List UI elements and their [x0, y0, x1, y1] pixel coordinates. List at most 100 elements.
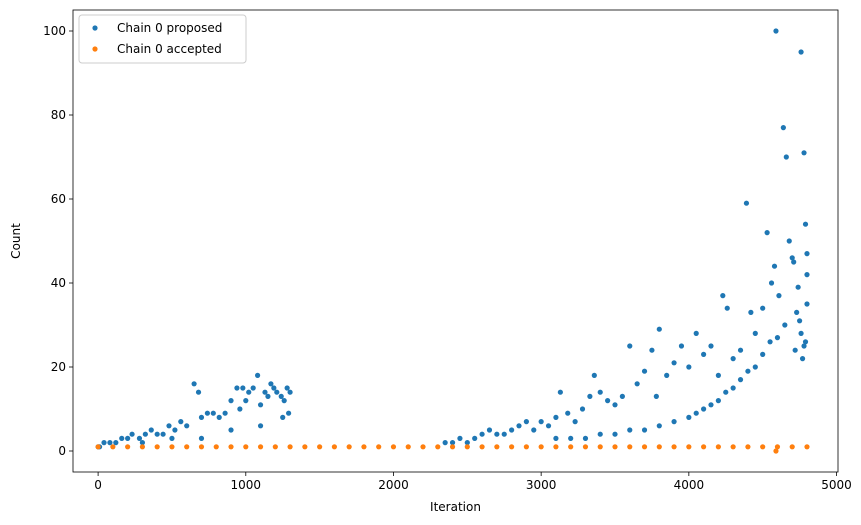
data-point: [715, 372, 721, 378]
data-point: [250, 385, 256, 391]
data-point: [464, 440, 470, 446]
data-point: [780, 125, 786, 131]
data-point: [767, 339, 773, 345]
data-point: [509, 427, 515, 433]
data-point: [587, 393, 593, 399]
data-point: [786, 238, 792, 244]
data-point: [641, 427, 648, 433]
data-point: [656, 444, 662, 450]
data-point: [228, 427, 234, 433]
data-point: [783, 154, 789, 160]
data-point: [457, 435, 463, 441]
data-point: [627, 444, 633, 450]
data-point: [804, 251, 810, 257]
data-point: [216, 414, 222, 420]
legend-box: [78, 14, 247, 64]
data-point: [774, 444, 781, 450]
data-point: [523, 444, 529, 450]
y-tick-label: 60: [51, 192, 66, 206]
data-point: [565, 410, 571, 416]
y-axis-title: Count: [9, 223, 23, 259]
series-accepted: [95, 444, 810, 454]
data-point: [773, 28, 779, 34]
data-point: [656, 423, 662, 429]
data-point: [591, 372, 597, 378]
data-point: [246, 389, 252, 395]
data-point: [612, 444, 618, 450]
data-point: [169, 444, 175, 450]
data-point: [572, 419, 578, 425]
data-point: [792, 347, 798, 353]
data-point: [479, 444, 485, 450]
data-point: [257, 402, 264, 408]
data-point: [204, 410, 210, 416]
data-point: [228, 444, 234, 450]
data-point: [752, 364, 758, 370]
data-point: [234, 385, 240, 391]
x-tick-label: 2000: [378, 478, 409, 492]
data-point: [671, 419, 677, 425]
legend-label-accepted: Chain 0 accepted: [117, 42, 222, 56]
data-point: [634, 381, 640, 387]
data-point: [553, 414, 559, 420]
legend-label-proposed: Chain 0 proposed: [117, 21, 222, 35]
data-point: [281, 398, 287, 404]
data-point: [243, 444, 249, 450]
y-tick-label: 20: [51, 360, 66, 374]
data-point: [272, 444, 278, 450]
chart-marks: [95, 28, 810, 454]
data-point: [160, 431, 166, 437]
data-point: [95, 444, 101, 450]
data-point: [257, 444, 264, 450]
data-point: [799, 356, 806, 362]
data-point: [671, 444, 677, 450]
data-point: [479, 431, 485, 437]
data-point: [791, 259, 797, 265]
data-point: [178, 419, 184, 425]
data-point: [195, 389, 202, 395]
data-point: [720, 293, 726, 299]
series-proposed: [95, 28, 810, 450]
data-point: [286, 410, 292, 416]
data-point: [472, 435, 478, 441]
data-point: [538, 419, 544, 425]
data-point: [222, 410, 228, 416]
data-point: [760, 351, 766, 357]
data-point: [745, 444, 751, 450]
y-axis-ticks: 0 20 40 60 80 100: [43, 24, 73, 458]
data-point: [764, 230, 770, 236]
data-point: [794, 309, 800, 315]
data-point: [284, 385, 290, 391]
data-point: [760, 444, 766, 450]
data-point: [557, 389, 563, 395]
data-point: [240, 385, 246, 391]
data-point: [553, 444, 559, 450]
data-point: [148, 427, 154, 433]
data-point: [125, 444, 131, 450]
data-point: [715, 398, 721, 404]
data-point: [771, 263, 778, 269]
x-tick-label: 0: [94, 478, 102, 492]
data-point: [579, 406, 586, 412]
data-point: [278, 393, 284, 399]
data-point: [804, 301, 810, 307]
data-point: [268, 381, 274, 387]
data-point: [802, 221, 809, 227]
data-point: [582, 435, 589, 441]
data-point: [568, 444, 574, 450]
data-point: [656, 326, 662, 332]
data-point: [169, 435, 175, 441]
data-point: [139, 444, 146, 450]
data-point: [166, 423, 172, 429]
data-point: [101, 440, 107, 446]
data-point: [768, 280, 775, 286]
data-point: [701, 351, 707, 357]
data-point: [523, 419, 529, 425]
data-point: [743, 200, 750, 206]
data-point: [287, 444, 293, 450]
data-point: [274, 389, 280, 395]
y-tick-label: 40: [51, 276, 66, 290]
data-point: [730, 444, 736, 450]
data-point: [119, 435, 125, 441]
data-point: [801, 343, 807, 349]
